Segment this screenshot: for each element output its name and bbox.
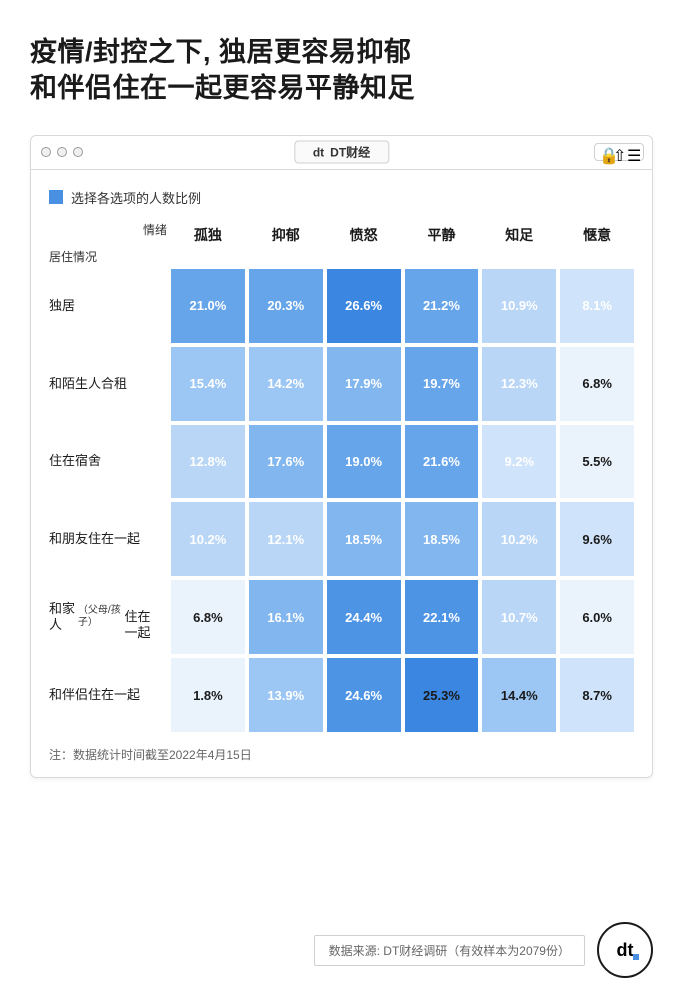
page-title: 疫情/封控之下, 独居更容易抑郁 和伴侣住在一起更容易平静知足 (30, 34, 653, 107)
heatmap-cell: 10.2% (171, 502, 245, 576)
row-header: 住在宿舍 (49, 425, 167, 499)
axis-living-label: 居住情况 (49, 248, 97, 265)
heatmap-cell: 8.1% (560, 269, 634, 343)
heatmap-cell: 24.4% (327, 580, 401, 654)
heatmap-cell: 17.6% (249, 425, 323, 499)
window-titlebar: dt DT财经 🔒 ⇧ ☰ (31, 136, 652, 170)
heatmap-cell: 18.5% (405, 502, 479, 576)
heatmap-cell: 13.9% (249, 658, 323, 732)
legend-label: 选择各选项的人数比例 (71, 188, 201, 207)
brand-badge: dt (597, 922, 653, 978)
column-header: 孤独 (171, 221, 245, 265)
lock-icon: 🔒 (599, 146, 611, 158)
footer: 数据来源: DT财经调研（有效样本为2079份） dt (314, 922, 653, 978)
heatmap-cell: 5.5% (560, 425, 634, 499)
heatmap-cell: 21.2% (405, 269, 479, 343)
footnote: 注：数据统计时间截至2022年4月15日 (49, 746, 634, 763)
axis-emotion-label: 情绪 (143, 221, 167, 238)
heatmap-cell: 12.1% (249, 502, 323, 576)
heatmap-cell: 10.7% (482, 580, 556, 654)
column-header: 愤怒 (327, 221, 401, 265)
column-header: 知足 (482, 221, 556, 265)
heatmap-cell: 10.2% (482, 502, 556, 576)
column-header: 抑郁 (249, 221, 323, 265)
heatmap-cell: 6.0% (560, 580, 634, 654)
menu-icon: ☰ (627, 146, 639, 158)
heatmap-cell: 22.1% (405, 580, 479, 654)
heatmap-cell: 19.7% (405, 347, 479, 421)
row-header: 和陌生人合租 (49, 347, 167, 421)
zoom-icon (73, 147, 83, 157)
legend: 选择各选项的人数比例 (49, 188, 634, 207)
heatmap-cell: 9.2% (482, 425, 556, 499)
title-line-2: 和伴侣住在一起更容易平静知足 (30, 73, 415, 103)
brand-pill: dt DT财经 (294, 141, 389, 164)
brand-name: DT财经 (330, 144, 370, 161)
traffic-lights (41, 147, 83, 157)
upload-icon: ⇧ (613, 146, 625, 158)
data-source: 数据来源: DT财经调研（有效样本为2079份） (314, 935, 585, 966)
heatmap-cell: 25.3% (405, 658, 479, 732)
heatmap-cell: 14.2% (249, 347, 323, 421)
minimize-icon (57, 147, 67, 157)
legend-swatch (49, 190, 63, 204)
column-header: 平静 (405, 221, 479, 265)
heatmap-cell: 15.4% (171, 347, 245, 421)
axis-corner: 情绪 居住情况 (49, 221, 167, 265)
row-header: 和家人 （父母/孩子）住在一起 (49, 580, 167, 654)
heatmap-grid: 情绪 居住情况 孤独抑郁愤怒平静知足惬意独居21.0%20.3%26.6%21.… (49, 221, 634, 732)
heatmap-cell: 18.5% (327, 502, 401, 576)
heatmap-cell: 19.0% (327, 425, 401, 499)
heatmap-cell: 14.4% (482, 658, 556, 732)
heatmap-cell: 21.0% (171, 269, 245, 343)
heatmap-cell: 12.3% (482, 347, 556, 421)
heatmap-cell: 26.6% (327, 269, 401, 343)
heatmap-cell: 1.8% (171, 658, 245, 732)
heatmap-cell: 6.8% (171, 580, 245, 654)
panel-body: 选择各选项的人数比例 情绪 居住情况 孤独抑郁愤怒平静知足惬意独居21.0%20… (31, 170, 652, 777)
close-icon (41, 147, 51, 157)
heatmap-cell: 12.8% (171, 425, 245, 499)
column-header: 惬意 (560, 221, 634, 265)
heatmap-cell: 24.6% (327, 658, 401, 732)
heatmap-cell: 6.8% (560, 347, 634, 421)
heatmap-cell: 17.9% (327, 347, 401, 421)
heatmap-cell: 21.6% (405, 425, 479, 499)
heatmap-cell: 8.7% (560, 658, 634, 732)
heatmap-cell: 16.1% (249, 580, 323, 654)
row-header: 独居 (49, 269, 167, 343)
heatmap-cell: 9.6% (560, 502, 634, 576)
chart-window: dt DT财经 🔒 ⇧ ☰ 选择各选项的人数比例 情绪 居住情况 孤独抑郁愤怒平… (30, 135, 653, 778)
heatmap-cell: 20.3% (249, 269, 323, 343)
row-header: 和朋友住在一起 (49, 502, 167, 576)
titlebar-actions: 🔒 ⇧ ☰ (594, 143, 644, 161)
title-line-1: 疫情/封控之下, 独居更容易抑郁 (30, 37, 412, 67)
heatmap-cell: 10.9% (482, 269, 556, 343)
brand-mark: dt (313, 145, 324, 159)
row-header: 和伴侣住在一起 (49, 658, 167, 732)
